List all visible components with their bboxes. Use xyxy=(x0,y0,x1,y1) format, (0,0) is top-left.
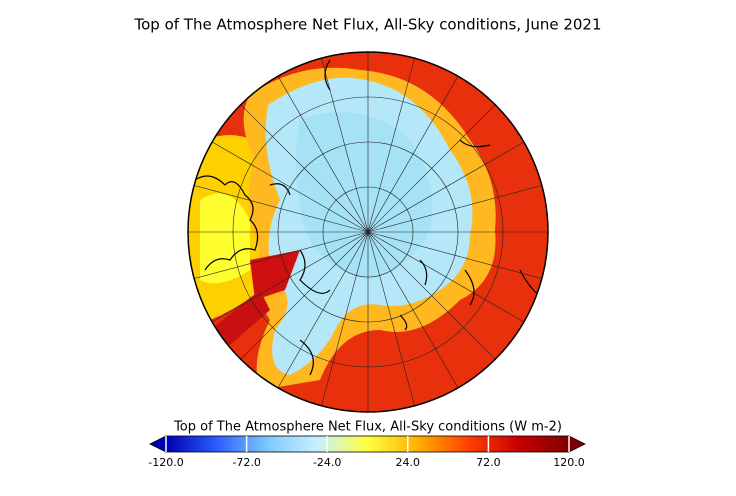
colorbar-tick-label: -24.0 xyxy=(313,456,341,469)
colorbar-label: Top of The Atmosphere Net Flux, All-Sky … xyxy=(173,420,562,435)
colorbar-under xyxy=(149,435,167,453)
colorbar-tick-label: 72.0 xyxy=(476,456,501,469)
colorbar-over xyxy=(568,435,586,453)
map-border xyxy=(187,51,549,413)
colorbar: -120.0 -72.0 -24.0 24.0 72.0 120.0 xyxy=(148,435,586,469)
colorbar-tick-label: 120.0 xyxy=(553,456,585,469)
colorbar-tick-label: -120.0 xyxy=(148,456,183,469)
colorbar-tick-label: -72.0 xyxy=(232,456,260,469)
colorbar-tick-label: 24.0 xyxy=(396,456,421,469)
colorbar-bar xyxy=(165,435,570,453)
map-title: Top of The Atmosphere Net Flux, All-Sky … xyxy=(134,16,602,34)
flux-map xyxy=(188,52,548,412)
